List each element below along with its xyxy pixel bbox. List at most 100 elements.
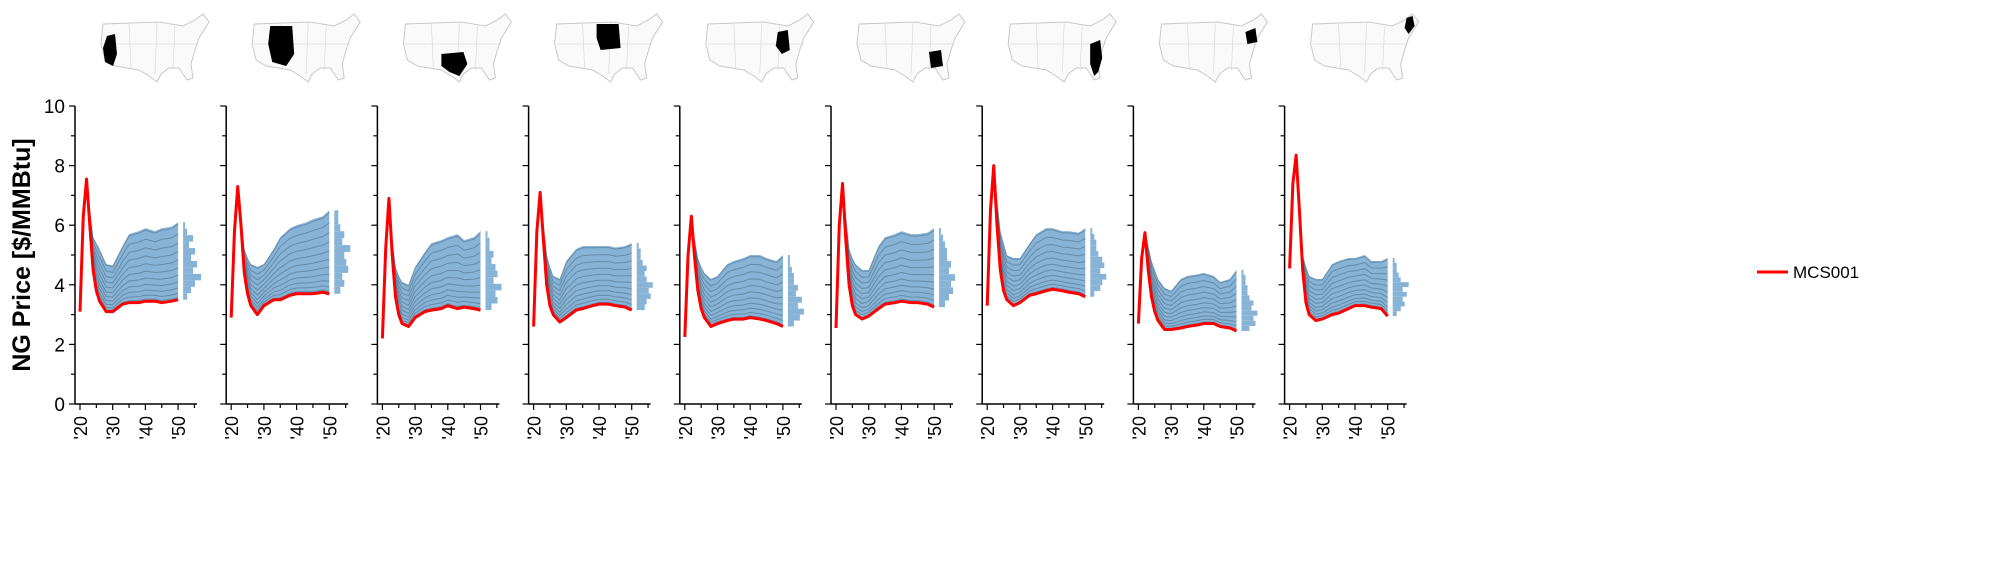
histogram-bar bbox=[939, 287, 954, 294]
region-map-icon bbox=[251, 13, 361, 83]
histogram-bar bbox=[485, 250, 494, 258]
panel-9: '20 '30 '40 '50 bbox=[1278, 13, 1420, 439]
histogram-bar bbox=[183, 273, 202, 281]
scenario-line bbox=[690, 218, 784, 293]
histogram-bar bbox=[787, 290, 796, 297]
scenario-line bbox=[993, 165, 1086, 282]
mcs001-line bbox=[380, 196, 481, 339]
histogram-bar bbox=[939, 293, 950, 301]
histogram-bar bbox=[1090, 285, 1101, 292]
y-tick-label: 2 bbox=[54, 335, 65, 356]
panel-1: '20 '30 '40 '50 0 2 4 6 8 10 bbox=[44, 13, 210, 439]
region-map-icon bbox=[402, 13, 513, 83]
histogram-bar bbox=[1090, 233, 1095, 240]
scenario-line bbox=[237, 186, 330, 275]
scenario-line bbox=[86, 180, 179, 268]
histogram-bar bbox=[485, 290, 496, 297]
scenario-line bbox=[1295, 156, 1388, 286]
histogram-bar bbox=[334, 258, 347, 266]
x-tick-label: '40 bbox=[892, 416, 912, 439]
x-tick-label: '30 bbox=[860, 416, 880, 439]
region-map-icon bbox=[100, 13, 210, 83]
histogram-bar bbox=[1392, 282, 1409, 288]
x-tick-label: '30 bbox=[1011, 416, 1031, 439]
histogram-bar bbox=[183, 222, 186, 229]
x-tick-label: '20 bbox=[827, 416, 847, 439]
histogram-bar bbox=[787, 255, 790, 261]
histogram-bar bbox=[1392, 296, 1403, 302]
x-tick-label: '20 bbox=[978, 416, 998, 439]
histogram-bar bbox=[183, 280, 196, 287]
histogram-bar bbox=[1392, 287, 1403, 292]
x-tick-label: '50 bbox=[925, 416, 945, 439]
histogram-bar bbox=[485, 303, 492, 311]
histogram-bar bbox=[485, 277, 494, 284]
scenario-line bbox=[1144, 232, 1237, 318]
x-tick-label: '20 bbox=[222, 416, 242, 439]
scenario-band bbox=[86, 179, 179, 312]
scenario-band bbox=[691, 216, 783, 327]
x-tick-label: '40 bbox=[590, 416, 610, 439]
histogram-bar bbox=[183, 260, 198, 268]
scenario-line bbox=[842, 183, 935, 272]
histogram-bar bbox=[1241, 300, 1254, 306]
y-tick-label: 10 bbox=[44, 97, 65, 118]
histogram-bar bbox=[1090, 245, 1097, 252]
histogram-bar bbox=[1241, 320, 1256, 326]
panel-2: '20 '30 '40 '50 bbox=[220, 13, 361, 439]
histogram-bar bbox=[787, 320, 794, 327]
scenario-line bbox=[539, 192, 632, 306]
histogram-bar bbox=[1090, 262, 1105, 269]
scenario-line bbox=[993, 165, 1086, 272]
histogram-bar bbox=[1090, 256, 1103, 263]
x-tick-label: '40 bbox=[136, 416, 156, 439]
scenario-line bbox=[388, 198, 481, 311]
x-tick-label: '50 bbox=[169, 416, 189, 439]
x-tick-label: '20 bbox=[676, 416, 696, 439]
y-tick-label: 0 bbox=[54, 395, 65, 416]
histogram-bar bbox=[787, 284, 798, 291]
region-map-icon bbox=[705, 13, 815, 83]
histogram-bar bbox=[1090, 279, 1103, 286]
x-tick-label: '50 bbox=[1076, 416, 1096, 439]
scenario-line bbox=[993, 165, 1086, 287]
x-tick-label: '30 bbox=[709, 416, 729, 439]
histogram-bar bbox=[334, 286, 341, 294]
scenario-line bbox=[86, 180, 179, 279]
histogram-bar bbox=[485, 283, 502, 291]
y-tick-label: 4 bbox=[54, 276, 65, 297]
histogram-bar bbox=[334, 252, 345, 259]
scenario-line bbox=[842, 183, 935, 300]
x-tick-label: '50 bbox=[774, 416, 794, 439]
x-tick-label: '20 bbox=[373, 416, 393, 439]
histogram-bar bbox=[485, 257, 492, 265]
histogram-bar bbox=[939, 247, 948, 255]
y-axis-label: NG Price [$/MMBtu] bbox=[8, 138, 36, 371]
scenario-line bbox=[1144, 231, 1237, 307]
scenario-line bbox=[690, 218, 784, 287]
legend-label: MCS001 bbox=[1793, 263, 1859, 282]
histogram-bar bbox=[787, 266, 792, 273]
histogram-bar bbox=[1392, 311, 1397, 317]
scenario-line bbox=[842, 183, 935, 284]
mcs001-line bbox=[834, 181, 935, 329]
histogram-bar bbox=[1090, 228, 1093, 234]
histogram-bar bbox=[939, 274, 956, 281]
scenario-line bbox=[539, 192, 632, 281]
panel-5: '20 '30 '40 '50 bbox=[673, 13, 815, 439]
x-tick-label: '20 bbox=[1129, 416, 1149, 439]
scenario-line bbox=[690, 219, 784, 281]
scenario-line bbox=[690, 218, 784, 298]
histogram-bar bbox=[787, 272, 794, 279]
scenario-line bbox=[690, 217, 784, 303]
mcs001-line bbox=[1288, 153, 1389, 323]
scenario-line bbox=[237, 186, 330, 269]
scenario-band bbox=[237, 186, 330, 315]
histogram-bar bbox=[334, 265, 349, 273]
histogram-bar bbox=[183, 293, 188, 300]
histogram-bar bbox=[1392, 291, 1407, 297]
histogram-bar bbox=[636, 298, 647, 305]
histogram-bar bbox=[636, 259, 643, 266]
histogram-bar bbox=[1241, 285, 1248, 291]
